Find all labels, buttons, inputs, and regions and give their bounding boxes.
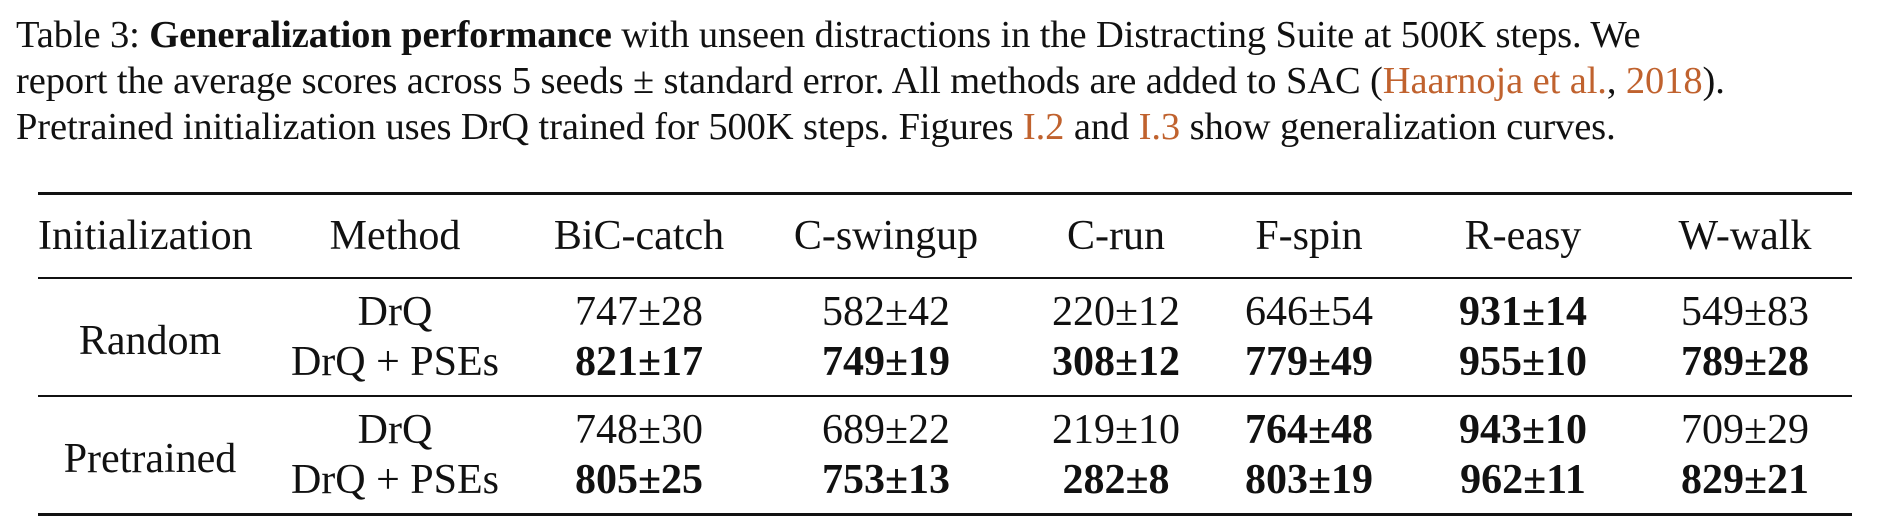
score-cell: 582±42 (821, 289, 951, 335)
score-cell: 821±17 (574, 339, 704, 385)
caption-line-2: report the average scores across 5 seeds… (16, 58, 1878, 104)
header-bic-catch: BiC-catch (553, 213, 725, 259)
score-cell: 646±54 (1244, 289, 1374, 335)
score-cell: 803±19 (1244, 457, 1374, 503)
init-pretrained: Pretrained (63, 436, 237, 482)
header-c-swingup: C-swingup (793, 213, 979, 259)
score-cell: 219±10 (1051, 407, 1181, 453)
score-cell: 779±49 (1244, 339, 1374, 385)
caption-line1-text: with unseen distractions in the Distract… (611, 14, 1641, 56)
score-cell: 764±48 (1244, 407, 1374, 453)
score-cell: 955±10 (1458, 339, 1588, 385)
init-random: Random (78, 318, 222, 364)
caption-line3-mid: and (1064, 106, 1139, 148)
method-cell: DrQ (357, 289, 433, 335)
caption-line-3: Pretrained initialization uses DrQ train… (16, 104, 1878, 150)
table-row: DrQ + PSEs 805±25 753±13 282±8 803±19 96… (38, 455, 1852, 515)
caption-line3-end: show generalization curves. (1180, 106, 1616, 148)
table-row: Random DrQ 747±28 582±42 220±12 646±54 9… (38, 278, 1852, 364)
figure-ref-link-1[interactable]: I.2 (1022, 106, 1065, 148)
header-method: Method (329, 213, 461, 259)
score-cell: 749±19 (821, 339, 951, 385)
score-cell: 748±30 (574, 407, 704, 453)
score-cell: 753±13 (821, 457, 951, 503)
method-cell: DrQ + PSEs (290, 339, 500, 385)
score-cell: 943±10 (1458, 407, 1588, 453)
caption-line3-text: Pretrained initialization uses DrQ train… (16, 106, 1023, 148)
score-cell: 962±11 (1460, 457, 1586, 503)
score-cell: 709±29 (1680, 407, 1810, 453)
score-cell: 220±12 (1051, 289, 1181, 335)
header-c-run: C-run (1067, 213, 1165, 259)
method-cell: DrQ + PSEs (290, 457, 500, 503)
figure-ref-link-2[interactable]: I.3 (1138, 106, 1181, 148)
citation-separator: , (1606, 60, 1626, 102)
caption-label: Table 3: (16, 14, 140, 56)
results-table: Initialization Method BiC-catch C-swingu… (38, 192, 1852, 516)
table-caption: Table 3: Generalization performance with… (16, 12, 1878, 150)
score-cell: 689±22 (821, 407, 951, 453)
citation-author-link[interactable]: Haarnoja et al. (1382, 60, 1607, 102)
score-cell: 747±28 (574, 289, 704, 335)
table-row: Pretrained DrQ 748±30 689±22 219±10 764±… (38, 396, 1852, 482)
score-cell: 931±14 (1458, 289, 1588, 335)
header-row: Initialization Method BiC-catch C-swingu… (38, 193, 1852, 278)
score-cell: 308±12 (1051, 339, 1181, 385)
score-cell: 549±83 (1680, 289, 1810, 335)
citation-year-link[interactable]: 2018 (1625, 60, 1703, 102)
score-cell: 829±21 (1680, 457, 1810, 503)
score-cell: 282±8 (1062, 457, 1170, 503)
results-table-container: Initialization Method BiC-catch C-swingu… (38, 192, 1852, 516)
table-row: DrQ + PSEs 821±17 749±19 308±12 779±49 9… (38, 337, 1852, 396)
header-w-walk: W-walk (1678, 213, 1812, 259)
header-r-easy: R-easy (1464, 213, 1582, 259)
caption-bold-title: Generalization performance (149, 14, 612, 56)
score-cell: 789±28 (1680, 339, 1810, 385)
score-cell: 805±25 (574, 457, 704, 503)
header-initialization: Initialization (38, 213, 253, 259)
caption-line2-text: report the average scores across 5 seeds… (16, 60, 1383, 102)
method-cell: DrQ (357, 407, 433, 453)
caption-line2-end: ). (1702, 60, 1725, 102)
caption-line-1: Table 3: Generalization performance with… (16, 12, 1878, 58)
header-f-spin: F-spin (1255, 213, 1363, 259)
